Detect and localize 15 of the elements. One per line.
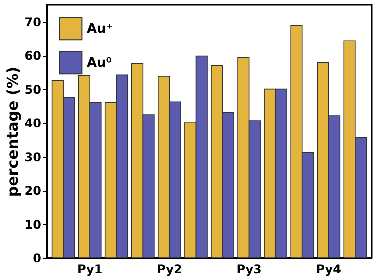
y-tick-label: 50 [24, 82, 42, 97]
x-tick-label: Py4 [316, 262, 342, 276]
y-tick-label: 0 [33, 252, 42, 266]
legend-label: Au⁺ [87, 22, 114, 37]
legend-label: Au⁰ [87, 56, 112, 71]
y-axis-title: percentage (%) [4, 66, 22, 198]
y-tick-label: 20 [24, 184, 42, 198]
y-tick-label: 30 [24, 150, 42, 164]
x-tick-label: Py1 [78, 262, 103, 276]
y-tick-label: 60 [24, 49, 42, 64]
y-tick-label: 70 [24, 15, 42, 30]
x-tick-label: Py2 [157, 262, 182, 276]
y-tick-label: 40 [24, 116, 42, 131]
x-tick-label: Py3 [236, 262, 262, 276]
y-tick-label: 10 [24, 218, 42, 232]
